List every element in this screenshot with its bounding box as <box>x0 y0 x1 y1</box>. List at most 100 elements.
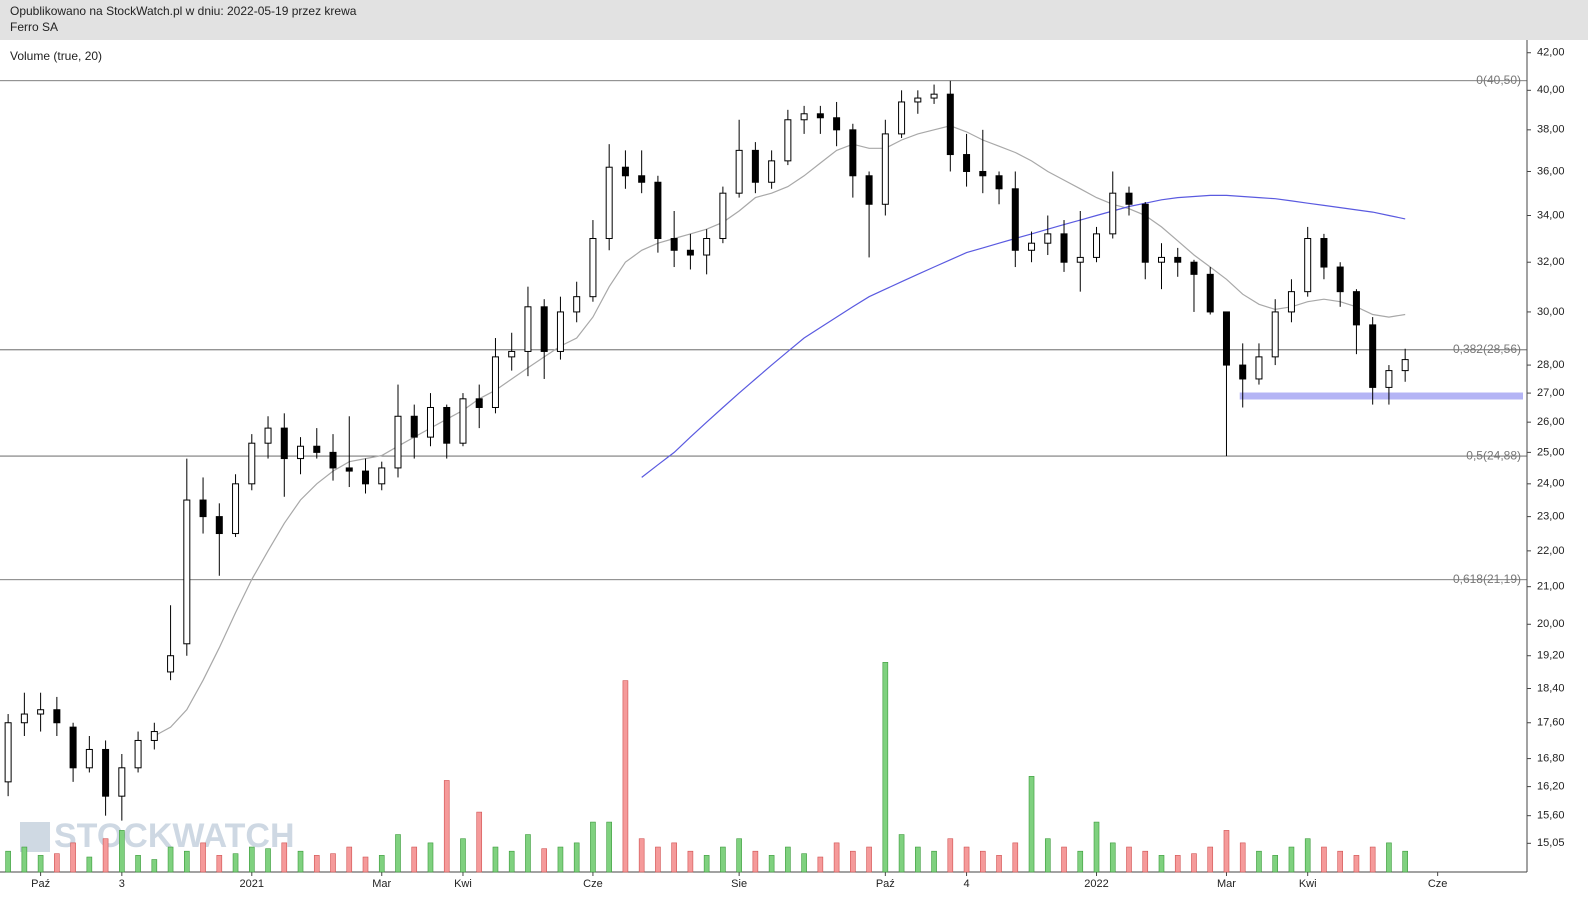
volume-bar <box>70 842 76 873</box>
volume-bar <box>395 834 401 873</box>
volume-bar <box>411 846 418 873</box>
y-tick-label: 16,80 <box>1537 752 1565 764</box>
x-tick-label: Paź <box>31 878 50 890</box>
volume-bar <box>216 855 223 873</box>
volume-bar <box>833 842 840 873</box>
volume-bar <box>119 830 125 873</box>
volume-bar <box>476 811 483 873</box>
candle-body <box>1385 370 1393 388</box>
y-tick-label: 25,00 <box>1537 446 1565 458</box>
candle-body <box>508 350 516 358</box>
volume-bar <box>346 846 353 873</box>
volume-bar <box>1174 855 1181 873</box>
candle-body <box>37 709 45 715</box>
volume-bar <box>1077 850 1084 873</box>
volume-bar <box>655 846 661 873</box>
candle-body <box>1190 261 1198 275</box>
volume-bar <box>850 850 856 873</box>
volume-bar <box>37 855 44 873</box>
volume-bar <box>1223 830 1230 873</box>
candle-body <box>1206 273 1214 313</box>
candle-body <box>199 499 207 518</box>
candle-body <box>248 442 256 485</box>
candle-body <box>865 175 873 205</box>
candle-body <box>1369 324 1377 388</box>
candle-body <box>167 655 175 673</box>
volume-bar <box>151 859 158 873</box>
volume-bar <box>362 856 369 873</box>
volume-bar <box>232 853 239 873</box>
volume-bar <box>167 846 174 873</box>
candle-body <box>329 451 337 469</box>
volume-bar <box>1288 846 1295 873</box>
candle-body <box>280 427 288 460</box>
candle-body <box>1352 291 1360 326</box>
candle-body <box>118 767 126 797</box>
volume-bar <box>1191 853 1197 873</box>
candle-body <box>768 160 776 183</box>
y-tick-label: 22,00 <box>1537 545 1565 557</box>
candle-body <box>1287 291 1295 313</box>
volume-bar <box>622 680 629 873</box>
candle-body <box>1044 233 1052 244</box>
volume-bar <box>1272 855 1279 873</box>
candle-body <box>995 175 1003 190</box>
candle-body <box>1174 256 1182 263</box>
candle-body <box>881 133 889 205</box>
moving-average <box>154 125 1406 737</box>
volume-bar <box>378 855 385 873</box>
candle-body <box>540 306 548 352</box>
candle-body <box>1011 188 1019 251</box>
candle-body <box>800 113 808 121</box>
candle-body <box>459 398 467 444</box>
candle-body <box>963 154 971 172</box>
y-tick-label: 32,00 <box>1537 256 1565 268</box>
volume-bar <box>703 855 710 873</box>
candle-body <box>1320 238 1328 268</box>
y-tick-label: 19,20 <box>1537 650 1565 662</box>
volume-bar <box>980 850 986 873</box>
volume-bar <box>590 821 596 873</box>
y-tick-label: 20,00 <box>1537 618 1565 630</box>
candle-body <box>589 238 597 298</box>
candle-body <box>1157 256 1165 263</box>
candle-body <box>1304 238 1312 293</box>
candle-body <box>638 175 646 183</box>
candle-body <box>898 101 906 135</box>
candle-body <box>53 709 61 724</box>
candle-body <box>426 406 434 438</box>
volume-bar <box>768 855 775 873</box>
volume-bar <box>866 846 872 873</box>
volume-bar <box>1239 842 1246 873</box>
watermark: STOCKWATCH <box>54 817 295 855</box>
level-label: 0,5(24,88) <box>1466 448 1521 462</box>
volume-bar <box>265 848 271 873</box>
level-label: 0(40,50) <box>1476 73 1521 87</box>
candle-body <box>85 748 93 769</box>
volume-bar <box>1061 846 1067 873</box>
volume-bar <box>21 846 28 873</box>
candle-body <box>605 166 613 240</box>
volume-bar <box>86 856 93 873</box>
x-tick-label: Cze <box>1428 878 1448 890</box>
volume-bar <box>492 846 499 873</box>
header-line: Ferro SA <box>10 20 58 34</box>
volume-bar <box>1337 850 1343 873</box>
volume-bar <box>5 850 11 873</box>
volume-bar <box>931 850 937 873</box>
y-tick-label: 42,00 <box>1537 47 1565 59</box>
volume-bar <box>313 855 320 873</box>
volume-bar <box>1158 855 1165 873</box>
y-tick-label: 40,00 <box>1537 84 1565 96</box>
volume-bar <box>736 838 742 873</box>
candle-body <box>1336 266 1344 293</box>
y-tick-label: 24,00 <box>1537 478 1565 490</box>
candle-body <box>1076 256 1084 263</box>
volume-bar <box>184 850 190 873</box>
volume-bar <box>1207 846 1214 873</box>
candle-body <box>150 731 158 741</box>
volume-bar <box>1044 838 1051 873</box>
candle-body <box>703 238 711 256</box>
candle-body <box>930 93 938 99</box>
